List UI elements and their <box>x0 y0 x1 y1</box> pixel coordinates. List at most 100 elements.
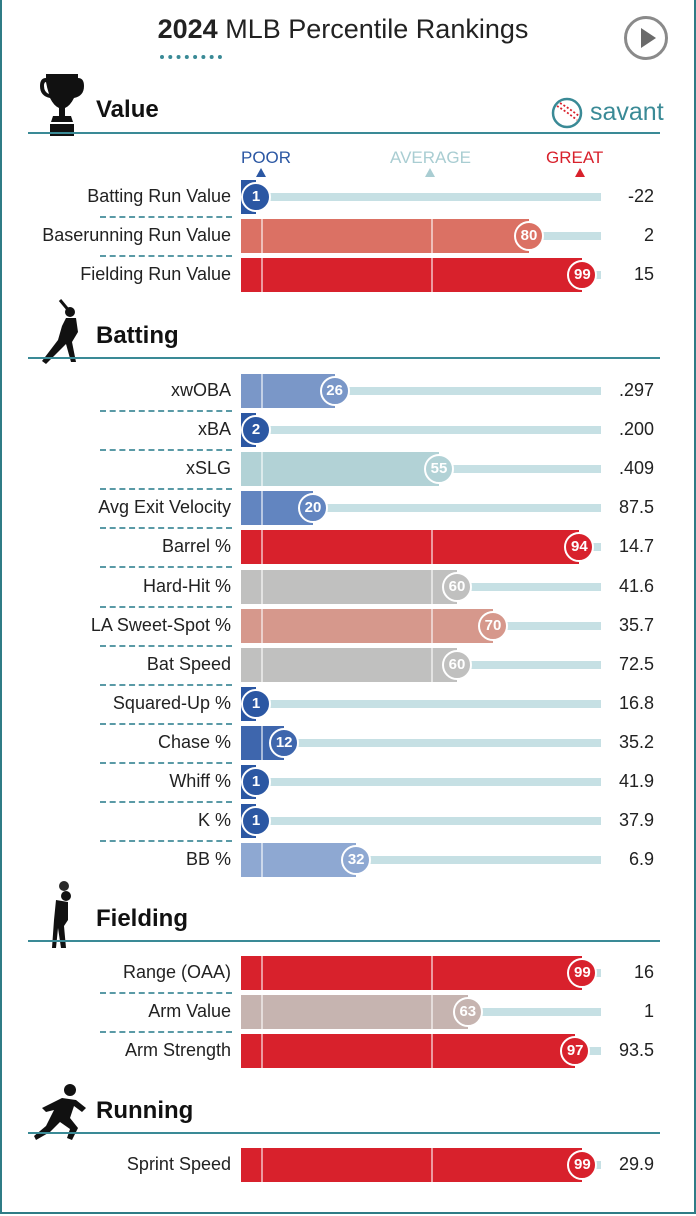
metric-row[interactable]: Arm Strength 97 93.5 <box>0 1034 690 1068</box>
row-divider <box>100 527 232 529</box>
metric-row[interactable]: Hard-Hit % 60 41.6 <box>0 570 690 608</box>
section-rule-batting <box>28 357 660 359</box>
percentile-bar <box>241 219 529 253</box>
percentile-bubble: 12 <box>269 728 300 758</box>
metric-value: 35.7 <box>618 615 654 635</box>
metric-value: .409 <box>618 458 654 478</box>
percentile-bar <box>241 956 583 990</box>
percentile-bubble: 60 <box>442 572 472 602</box>
metric-label: BB % <box>185 849 231 869</box>
percentile-bubble: 80 <box>514 221 544 251</box>
section-title-running: Running <box>96 1097 194 1124</box>
percentile-bubble: 1 <box>241 806 271 836</box>
metric-label: Hard-Hit % <box>142 576 231 596</box>
bar-tick <box>261 1034 263 1068</box>
percentile-bar <box>241 530 580 564</box>
metric-row[interactable]: Fielding Run Value 99 15 <box>0 258 690 292</box>
metric-row[interactable]: Avg Exit Velocity 20 87.5 <box>0 491 690 529</box>
metric-label: Squared-Up % <box>112 693 231 713</box>
metric-row[interactable]: Bat Speed 60 72.5 <box>0 648 690 686</box>
percentile-bubble: 2 <box>241 415 271 445</box>
runner-icon <box>34 1084 86 1140</box>
bar-tick <box>261 374 263 408</box>
metric-value: 37.9 <box>618 810 654 830</box>
metric-label: Arm Value <box>148 1001 231 1021</box>
metric-row[interactable]: Whiff % 1 41.9 <box>0 765 690 803</box>
metric-row[interactable]: Range (OAA) 99 16 <box>0 956 690 994</box>
metric-row[interactable]: LA Sweet-Spot % 70 35.7 <box>0 609 690 647</box>
title-text: MLB Percentile Rankings <box>225 14 529 44</box>
metric-value: 14.7 <box>618 536 654 556</box>
fielder-icon <box>52 881 71 948</box>
percentile-bubble: 70 <box>478 611 508 641</box>
metric-row[interactable]: Barrel % 94 14.7 <box>0 530 690 568</box>
percentile-bubble: 55 <box>424 454 454 484</box>
bar-tick <box>261 648 263 682</box>
baseball-icon <box>551 97 583 129</box>
metric-value: 41.9 <box>618 771 654 791</box>
percentile-bar <box>241 648 457 682</box>
percentile-bubble: 20 <box>298 493 328 523</box>
metric-row[interactable]: Sprint Speed 99 29.9 <box>0 1148 690 1182</box>
row-divider <box>100 684 232 686</box>
percentile-bar <box>241 570 457 604</box>
metric-label: LA Sweet-Spot % <box>90 615 231 635</box>
row-divider <box>100 762 232 764</box>
metric-value: 87.5 <box>618 497 654 517</box>
row-divider <box>100 410 232 412</box>
metric-row[interactable]: Baserunning Run Value 80 2 <box>0 219 690 257</box>
row-divider <box>100 645 232 647</box>
title-year: 2024 <box>157 14 218 44</box>
metric-row[interactable]: Chase % 12 35.2 <box>0 726 690 764</box>
percentile-bar <box>241 258 583 292</box>
section-title-value: Value <box>96 96 159 123</box>
percentile-bar <box>241 1148 583 1182</box>
savant-logo[interactable]: savant <box>550 96 664 130</box>
percentile-track <box>241 778 601 786</box>
metric-label: xSLG <box>185 458 231 478</box>
percentile-bar <box>241 609 493 643</box>
metric-label: xBA <box>197 419 231 439</box>
percentile-bar <box>241 1034 576 1068</box>
metric-label: Bat Speed <box>146 654 231 674</box>
bar-tick <box>261 491 263 525</box>
percentile-track <box>241 739 601 747</box>
percentile-bubble: 94 <box>564 532 595 562</box>
metric-label: Chase % <box>157 732 231 752</box>
metric-value: -22 <box>627 186 654 206</box>
percentile-bar <box>241 374 335 408</box>
section-rule-running <box>28 1132 660 1134</box>
metric-value: 1 <box>643 1001 654 1021</box>
bar-tick <box>261 258 263 292</box>
poor-arrow-icon <box>256 168 266 177</box>
metric-row[interactable]: Batting Run Value 1 -22 <box>0 180 690 218</box>
row-divider <box>100 449 232 451</box>
metric-value: 16 <box>633 962 654 982</box>
bar-tick <box>431 219 433 253</box>
metric-row[interactable]: BB % 32 6.9 <box>0 843 690 877</box>
metric-label: Arm Strength <box>124 1040 231 1060</box>
scale-label-poor: POOR <box>241 148 292 167</box>
percentile-bubble: 32 <box>341 845 372 875</box>
metric-row[interactable]: xSLG 55 .409 <box>0 452 690 490</box>
row-divider <box>100 566 232 568</box>
metric-row[interactable]: Squared-Up % 1 16.8 <box>0 687 690 725</box>
bar-tick <box>261 452 263 486</box>
bar-tick <box>431 258 433 292</box>
metric-row[interactable]: Arm Value 63 1 <box>0 995 690 1033</box>
percentile-track <box>241 387 601 395</box>
play-button[interactable] <box>624 16 668 60</box>
percentile-bubble: 99 <box>567 260 598 290</box>
metric-row[interactable]: xwOBA 26 .297 <box>0 374 690 412</box>
row-divider <box>100 723 232 725</box>
bar-tick <box>431 956 433 990</box>
bar-tick <box>261 219 263 253</box>
metric-row[interactable]: xBA 2 .200 <box>0 413 690 451</box>
metric-value: 16.8 <box>618 693 654 713</box>
percentile-track <box>241 817 601 825</box>
metric-row[interactable]: K % 1 37.9 <box>0 804 690 842</box>
scale-label-great: GREAT <box>546 148 604 167</box>
metric-value: 6.9 <box>628 849 654 869</box>
metric-label: Barrel % <box>161 536 231 556</box>
bar-tick <box>431 570 433 604</box>
